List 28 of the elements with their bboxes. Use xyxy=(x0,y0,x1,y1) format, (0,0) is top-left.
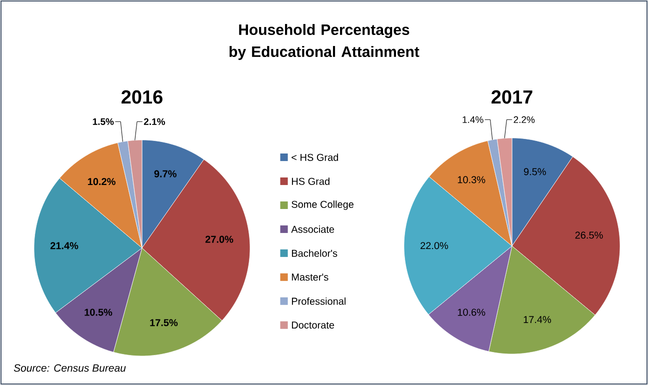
chart-title: Household Percentages by Educational Attainment xyxy=(230,24,420,60)
data-label: 10.5% xyxy=(84,308,112,316)
legend-label: Associate xyxy=(291,226,334,233)
data-label: 10.6% xyxy=(458,308,486,316)
legend-label: < HS Grad xyxy=(292,154,338,161)
data-label: 17.4% xyxy=(524,316,552,324)
data-label: 9.7% xyxy=(154,170,176,178)
data-label: 22.0% xyxy=(420,242,448,250)
data-label: 1.4% xyxy=(462,116,484,123)
legend-label: Professional xyxy=(292,297,346,305)
chart-title: 2017 xyxy=(492,90,532,104)
data-label: 27.0% xyxy=(205,236,234,243)
legend-label: Some College xyxy=(292,200,354,210)
data-label: 26.5% xyxy=(575,232,603,239)
data-label: 10.2% xyxy=(88,178,116,186)
legend-label: HS Grad xyxy=(292,178,330,185)
data-label: 1.5% xyxy=(92,118,114,125)
data-label: 10.3% xyxy=(458,176,486,184)
legend-label: Doctorate xyxy=(292,322,334,329)
data-label: 9.5% xyxy=(524,168,546,176)
source-note: Source: Census Bureau xyxy=(14,364,126,372)
data-label: 21.4% xyxy=(50,242,78,250)
data-label: 2.1% xyxy=(144,118,166,125)
data-label: 2.2% xyxy=(514,116,535,123)
data-label: 17.5% xyxy=(150,319,178,326)
legend-label: Bachelor's xyxy=(292,250,338,257)
legend-label: Master's xyxy=(292,274,328,281)
chart-subtitle: 2016 xyxy=(122,90,162,104)
